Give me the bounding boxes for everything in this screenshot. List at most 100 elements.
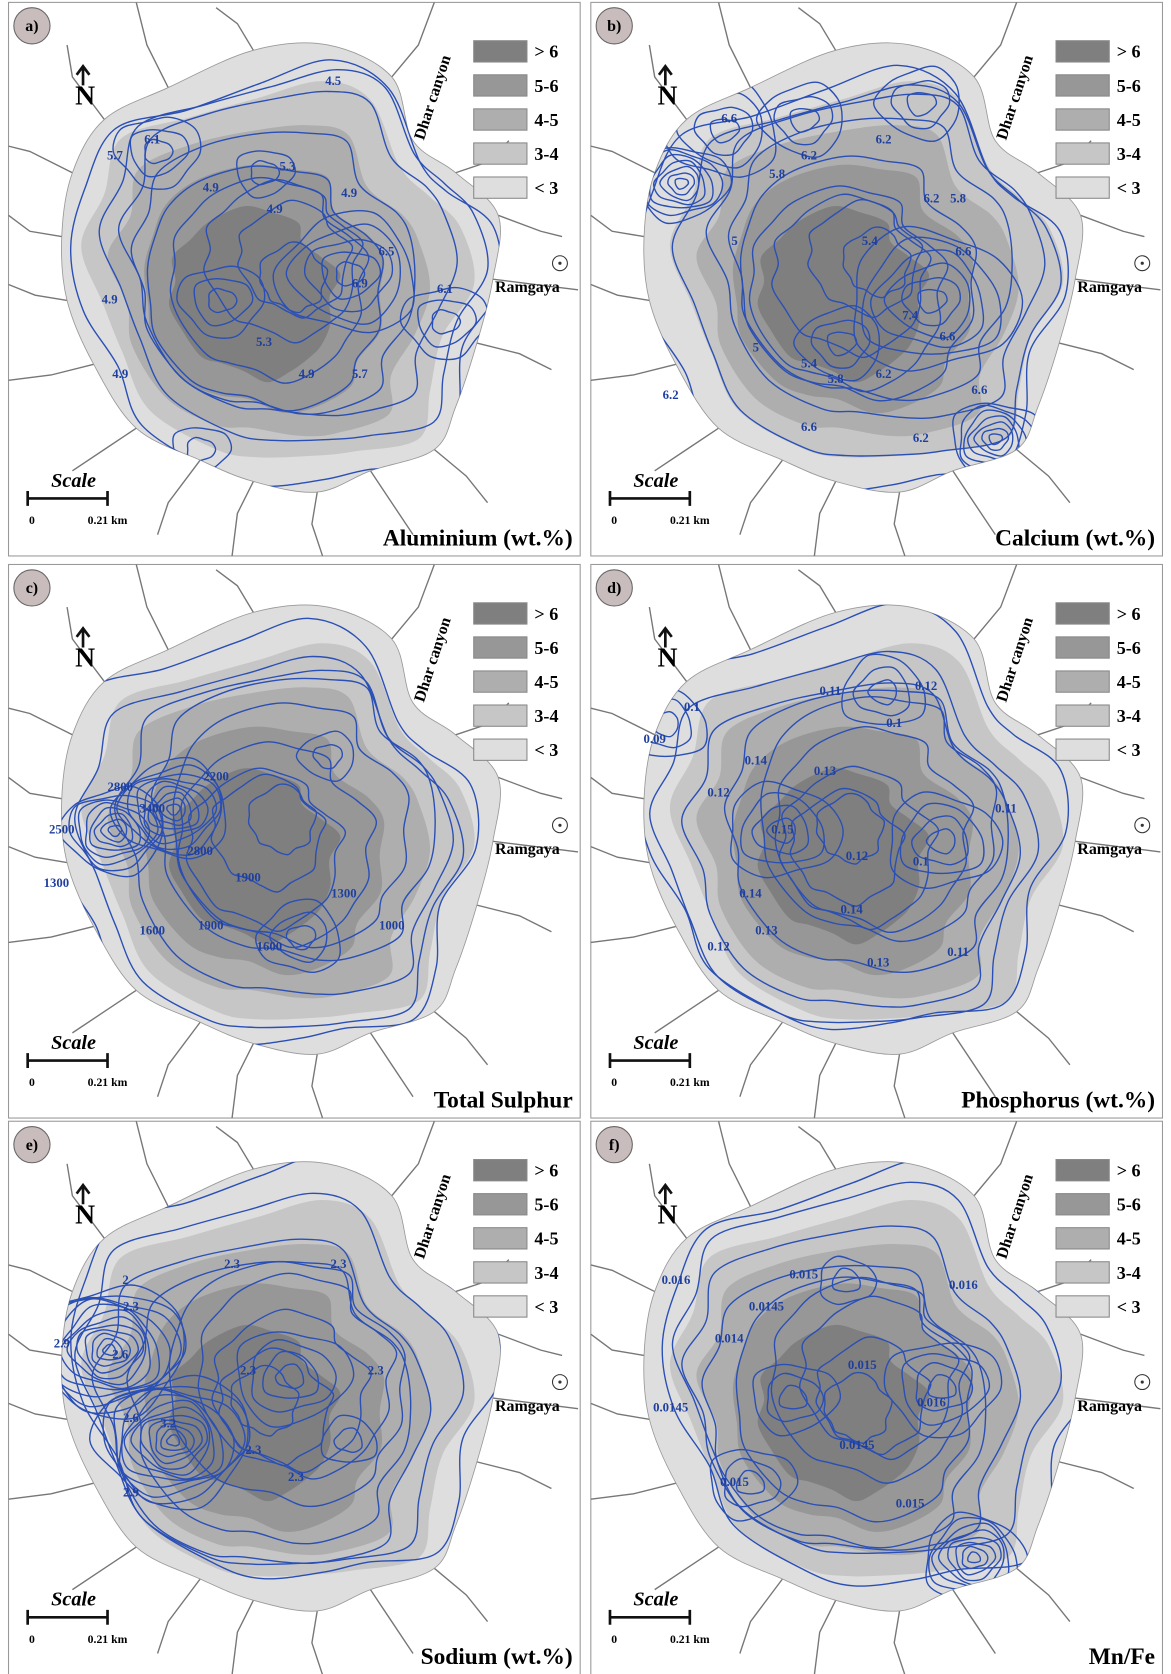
contour-label: 5.8: [769, 167, 785, 181]
legend-label: 3-4: [534, 706, 558, 726]
legend-swatch: [474, 75, 527, 96]
legend-swatch: [474, 177, 527, 198]
contour-label: 2500: [49, 823, 75, 837]
legend-swatch: [474, 603, 527, 624]
contour-label: 6.9: [352, 276, 368, 290]
north-label: N: [657, 80, 677, 111]
scale-start: 0: [611, 514, 617, 527]
legend-label: < 3: [534, 178, 558, 198]
legend-label: 4-5: [534, 110, 558, 130]
contour-label: 6.2: [876, 367, 892, 381]
contour-label: 0.14: [745, 753, 768, 767]
legend-swatch: [1056, 637, 1109, 658]
scale-title: Scale: [51, 1589, 96, 1611]
contour-label: 5.7: [107, 149, 124, 163]
contour-label: 0.12: [915, 679, 937, 693]
scale-title: Scale: [51, 1032, 96, 1054]
contour-label: 0.11: [947, 945, 969, 959]
map-panel: 2800340022002500280019001300160019001300…: [9, 564, 581, 1118]
contour-label: 4.9: [203, 181, 219, 195]
contour-label: 4.9: [112, 367, 128, 381]
contour-label: 6.5: [378, 245, 394, 259]
contour-label: 2: [122, 1273, 128, 1287]
contour-label: 0.014: [715, 1331, 744, 1345]
contour-label: 5.4: [801, 356, 818, 370]
legend-label: 3-4: [534, 1263, 558, 1283]
legend-swatch: [1056, 1228, 1109, 1249]
contour-label: 2.3: [123, 1299, 139, 1313]
panel-title: Sodium (wt.%): [421, 1644, 573, 1670]
legend-label: > 6: [534, 604, 558, 624]
legend-swatch: [474, 671, 527, 692]
contour-label: 2.6: [123, 1411, 140, 1425]
panel-label: a): [25, 18, 38, 35]
contour-label: 3400: [139, 801, 165, 815]
contour-label: 0.14: [739, 886, 762, 900]
figure: 4.56.15.74.95.34.94.96.56.96.14.95.34.95…: [0, 0, 1171, 1674]
legend-swatch: [1056, 705, 1109, 726]
village-label: Ramgaya: [1077, 279, 1142, 296]
legend-swatch: [474, 1262, 527, 1283]
contour-label: 5.7: [352, 367, 369, 381]
scale-start: 0: [29, 1076, 35, 1089]
legend-label: 3-4: [534, 144, 558, 164]
panel-label: d): [607, 580, 621, 597]
contour-label: 5.8: [828, 372, 844, 386]
panel-title: Phosphorus (wt.%): [961, 1087, 1155, 1113]
scale-title: Scale: [633, 1032, 678, 1054]
contour-label: 0.0145: [749, 1299, 784, 1313]
contour-label: 4.9: [267, 202, 283, 216]
contour-label: 0.016: [917, 1395, 946, 1409]
contour-label: 0.15: [771, 823, 793, 837]
legend-swatch: [1056, 75, 1109, 96]
legend-label: 3-4: [1117, 706, 1141, 726]
legend-swatch: [474, 637, 527, 658]
village-dot: [558, 262, 561, 265]
contour-label: 1000: [379, 918, 405, 932]
panel-label: b): [607, 18, 621, 35]
village-label: Ramgaya: [495, 841, 560, 858]
legend-swatch: [1056, 603, 1109, 624]
legend-label: 5-6: [534, 76, 558, 96]
legend-label: 4-5: [1117, 1229, 1141, 1249]
scale-title: Scale: [633, 470, 678, 492]
legend-label: 4-5: [1117, 110, 1141, 130]
legend-swatch: [1056, 671, 1109, 692]
panel-title: Aluminium (wt.%): [383, 525, 573, 551]
legend-swatch: [474, 739, 527, 760]
legend-label: 5-6: [1117, 1195, 1141, 1215]
contour-label: 4.9: [341, 186, 357, 200]
legend-label: 4-5: [534, 672, 558, 692]
legend-label: > 6: [1117, 42, 1141, 62]
contour-label: 5.8: [950, 191, 966, 205]
contour-label: 6.6: [939, 330, 956, 344]
legend-swatch: [1056, 143, 1109, 164]
legend-swatch: [474, 143, 527, 164]
contour-label: 2800: [187, 844, 213, 858]
legend-label: < 3: [534, 1297, 558, 1317]
legend-label: 5-6: [534, 1195, 558, 1215]
contour-label: 0.11: [820, 684, 842, 698]
contour-label: 6.2: [876, 133, 892, 147]
legend-swatch: [1056, 1296, 1109, 1317]
village-label: Ramgaya: [1077, 841, 1142, 858]
legend-swatch: [1056, 1262, 1109, 1283]
legend-swatch: [474, 109, 527, 130]
scale-end: 0.21 km: [670, 1076, 710, 1089]
contour-label: 1900: [198, 918, 224, 932]
legend-label: 5-6: [534, 638, 558, 658]
panel-label: e): [26, 1137, 38, 1154]
legend-label: 4-5: [1117, 672, 1141, 692]
legend-swatch: [474, 1228, 527, 1249]
contour-label: 0.12: [707, 785, 729, 799]
contour-label: 6.6: [955, 245, 972, 259]
contour-label: 0.015: [720, 1475, 749, 1489]
scale-end: 0.21 km: [88, 1633, 128, 1646]
scale-end: 0.21 km: [88, 514, 128, 527]
contour-label: 2.9: [54, 1337, 70, 1351]
contour-label: 1600: [257, 940, 283, 954]
contour-label: 0.015: [848, 1358, 877, 1372]
contour-label: 1300: [331, 886, 357, 900]
panel-title: Mn/Fe: [1089, 1644, 1155, 1670]
contour-label: 0.09: [644, 732, 666, 746]
